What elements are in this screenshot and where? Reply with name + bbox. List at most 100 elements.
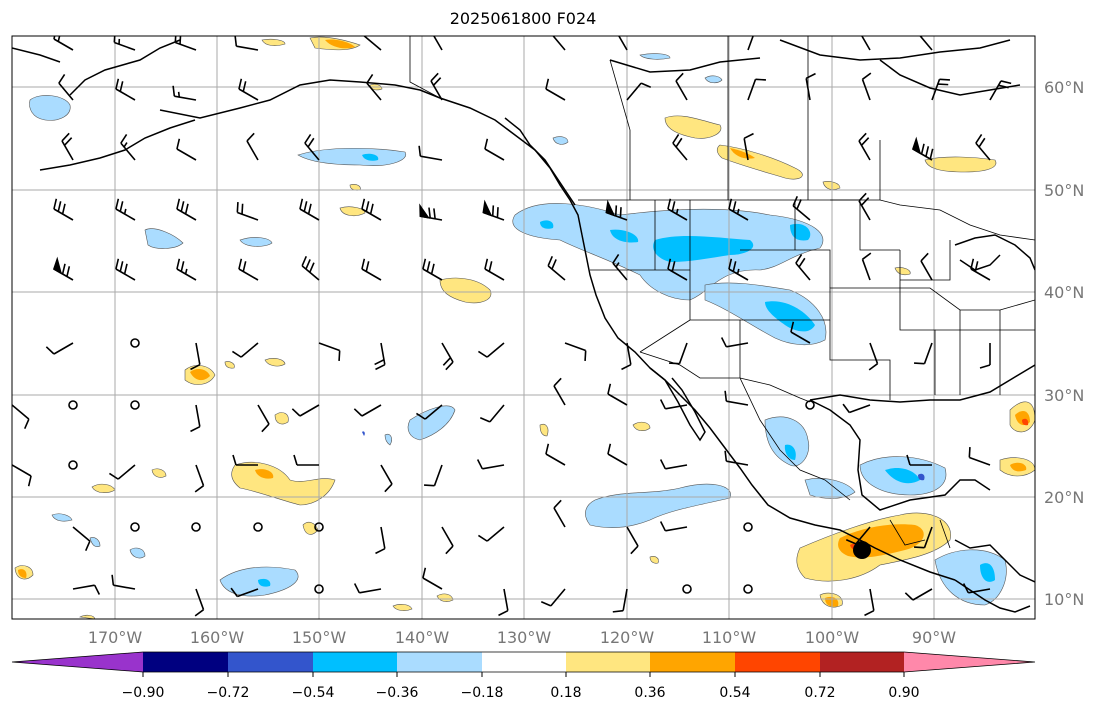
- wind-barb: [962, 583, 991, 594]
- wind-barb: [174, 36, 197, 51]
- lon-label-130: 130°W: [497, 628, 552, 647]
- wind-barb: [366, 73, 382, 101]
- wind-barb: [113, 36, 136, 51]
- wind-barb: [795, 253, 811, 281]
- wind-barb: [931, 78, 950, 101]
- wind-barb: [747, 36, 754, 51]
- wind-barb: [72, 584, 101, 595]
- wind-barb: [234, 36, 259, 51]
- wind-barb: [728, 258, 749, 281]
- colorbar-tick-label: 0.54: [719, 685, 750, 701]
- wind-barb: [353, 583, 382, 594]
- lon-label-90: 90°W: [912, 628, 956, 647]
- colorbar-tick-label: −0.18: [461, 685, 504, 701]
- colorbar: [11, 651, 1036, 677]
- wind-barb: [176, 138, 197, 161]
- lat-label-50: 50°N: [1044, 181, 1084, 200]
- wind-barb: [914, 526, 933, 549]
- lat-label-40: 40°N: [1044, 283, 1084, 302]
- colorbar-tick-labels: −0.90 −0.72 −0.54 −0.36 −0.18 0.18 0.36 …: [122, 685, 920, 701]
- lon-label-100: 100°W: [805, 628, 860, 647]
- wind-barb: [424, 464, 443, 487]
- lon-label-160: 160°W: [190, 628, 245, 647]
- wind-barb: [747, 78, 766, 101]
- wind-barb: [612, 588, 628, 613]
- wind-barb: [115, 198, 136, 221]
- wind-barb: [190, 404, 201, 433]
- wind-barb: [720, 337, 749, 348]
- wind-barb: [12, 464, 32, 487]
- wind-barb: [422, 258, 443, 281]
- map-frame: [11, 35, 1036, 620]
- wind-barb: [911, 136, 934, 161]
- colorbar-tick-label: 0.36: [634, 685, 665, 701]
- wind-barb: [621, 342, 632, 371]
- wind-barb: [605, 199, 628, 221]
- colorbar-tick-label: −0.36: [376, 685, 419, 701]
- wind-barb: [422, 567, 443, 590]
- wind-barb: [607, 383, 628, 406]
- wind-barb: [914, 342, 933, 365]
- wind-barb: [374, 342, 386, 371]
- lat-label-10: 10°N: [1044, 590, 1084, 609]
- wind-barb: [805, 72, 816, 101]
- wind-barb: [553, 377, 566, 406]
- wind-barb: [301, 255, 320, 281]
- wind-barb: [257, 404, 270, 433]
- wind-barb: [540, 588, 566, 607]
- wind-barb: [236, 202, 259, 221]
- lon-label-110: 110°W: [702, 628, 757, 647]
- wind-barb: [194, 464, 205, 493]
- wind-barb: [626, 82, 652, 101]
- wind-barb: [176, 258, 197, 281]
- wind-barb: [361, 258, 382, 281]
- wind-barb: [53, 198, 74, 221]
- wind-barb: [353, 404, 382, 417]
- wind-barb: [979, 343, 991, 369]
- wind-barb: [842, 403, 871, 414]
- wind-barb: [659, 459, 688, 470]
- wind-barb: [58, 73, 74, 101]
- wind-barb: [564, 342, 587, 361]
- wind-barb: [190, 342, 201, 371]
- wind-barb: [545, 78, 566, 101]
- wind-barb: [363, 36, 382, 51]
- storm-center-marker: [853, 541, 871, 559]
- wind-barb: [432, 36, 443, 51]
- shaded-field: [14, 36, 1035, 619]
- wind-barb: [430, 72, 443, 101]
- wind-barb: [552, 36, 566, 51]
- wind-barb: [547, 255, 566, 281]
- wind-barb: [667, 198, 688, 221]
- wind-barb: [861, 72, 872, 101]
- wind-barb: [669, 342, 688, 365]
- wind-barb: [318, 342, 341, 361]
- wind-barb: [380, 464, 393, 493]
- wind-barb: [45, 342, 74, 355]
- colorbar-tick-label: −0.90: [122, 685, 165, 701]
- lat-label-60: 60°N: [1044, 78, 1084, 97]
- wind-barb: [545, 443, 566, 466]
- wind-barb: [418, 145, 443, 161]
- lat-label-30: 30°N: [1044, 386, 1084, 405]
- wind-barb: [61, 132, 74, 161]
- wind-barb: [861, 252, 872, 281]
- colorbar-tick-label: 0.72: [804, 685, 835, 701]
- wind-barb: [667, 258, 688, 281]
- wind-barbs: [12, 36, 1012, 617]
- wind-barb: [477, 526, 505, 542]
- wind-barb: [238, 78, 259, 101]
- wind-barb: [415, 404, 443, 420]
- wind-barb: [919, 36, 933, 51]
- lon-label-140: 140°W: [395, 628, 450, 647]
- wind-barb: [906, 454, 932, 466]
- wind-barb: [232, 454, 258, 466]
- colorbar-tick-label: −0.72: [207, 685, 250, 701]
- wind-barb: [304, 133, 320, 161]
- wind-barb: [115, 78, 136, 101]
- wind-barb: [845, 526, 871, 545]
- wind-barb: [246, 132, 259, 161]
- wind-barb: [12, 404, 30, 430]
- wind-barb: [864, 588, 875, 617]
- wind-barb: [607, 443, 628, 466]
